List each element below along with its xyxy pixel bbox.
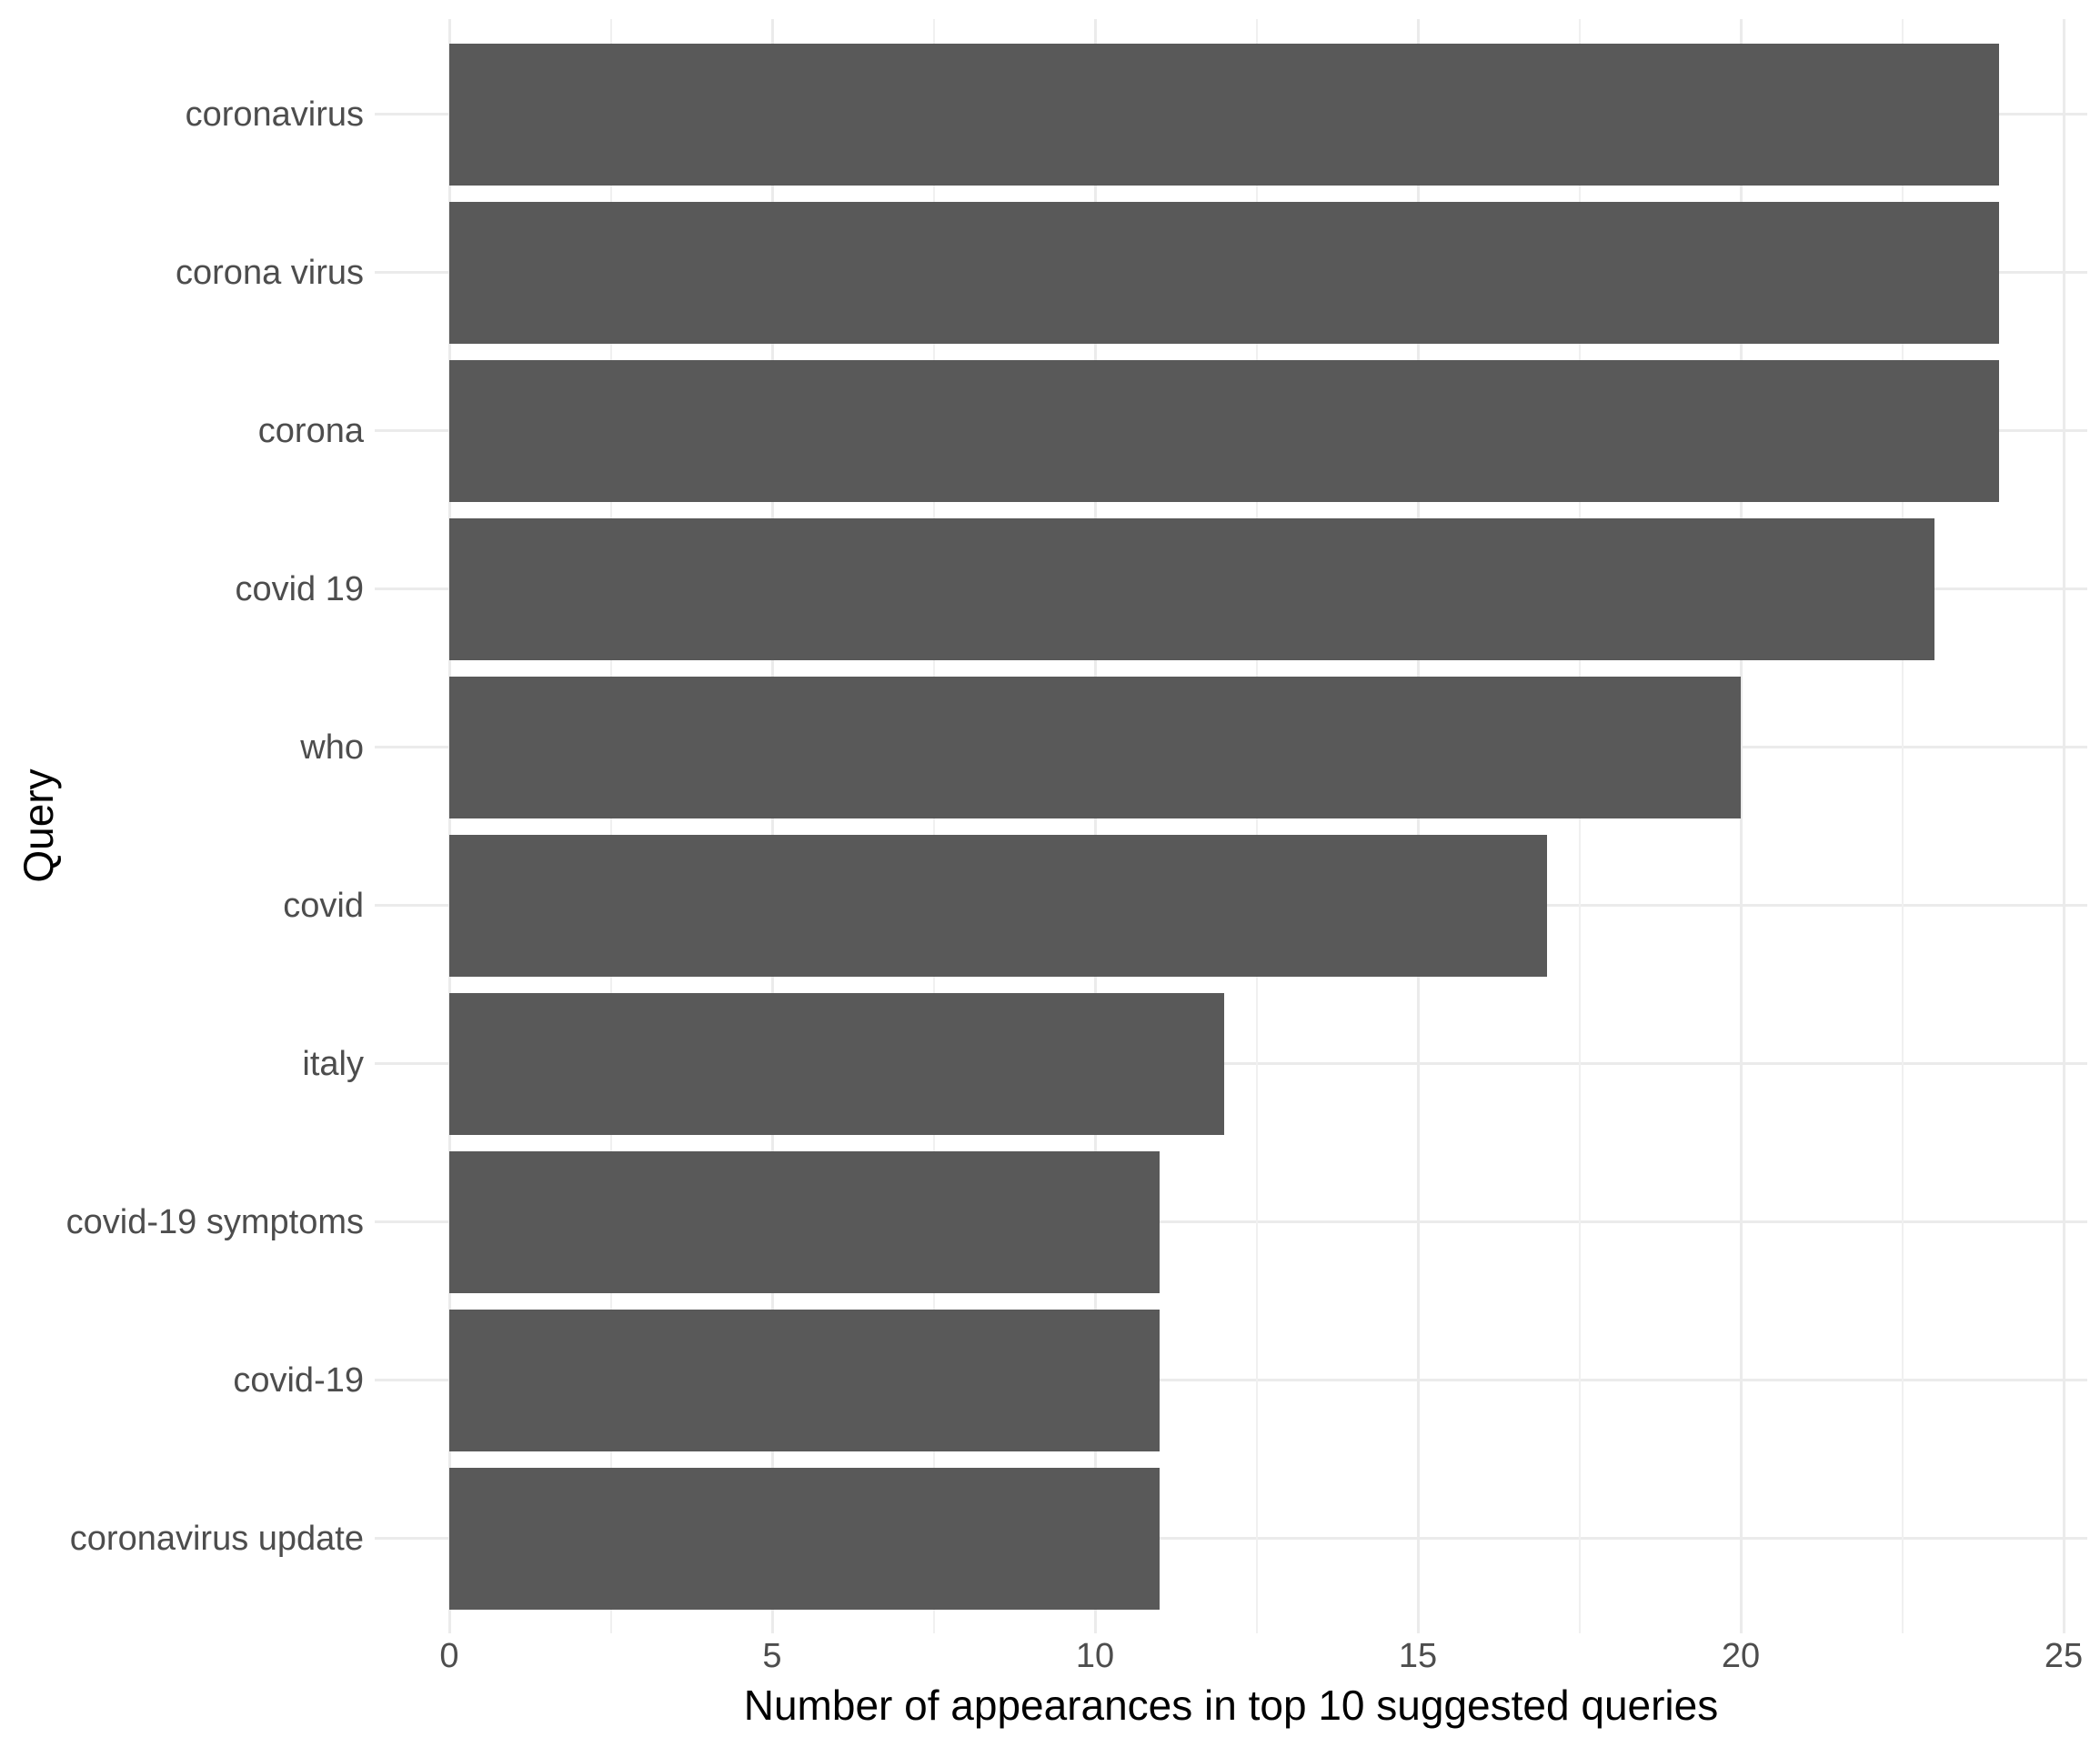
- horizontal-gridline: [375, 1062, 2087, 1065]
- x-tick-label: 10: [1075, 1637, 1115, 1675]
- major-gridline: [1093, 19, 1097, 1633]
- x-tick-label: 5: [762, 1637, 782, 1675]
- bar: [449, 43, 1999, 186]
- minor-gridline: [609, 19, 612, 1633]
- category-label: covid: [283, 886, 364, 925]
- y-axis-title: Query: [15, 768, 62, 883]
- category-label: corona: [257, 411, 364, 450]
- bar: [449, 1150, 1160, 1293]
- category-label: covid-19: [233, 1360, 364, 1400]
- minor-gridline: [1255, 19, 1258, 1633]
- x-tick-label: 20: [1721, 1637, 1761, 1675]
- bar: [449, 1467, 1160, 1610]
- category-label: coronavirus: [185, 95, 364, 134]
- bar: [449, 834, 1547, 977]
- x-tick-label: 25: [2044, 1637, 2084, 1675]
- minor-gridline: [1578, 19, 1581, 1633]
- minor-gridline: [932, 19, 935, 1633]
- horizontal-gridline: [375, 1537, 2087, 1540]
- x-tick-label: 15: [1398, 1637, 1438, 1675]
- category-label: covid-19 symptoms: [65, 1202, 364, 1241]
- minor-gridline: [1901, 19, 1904, 1633]
- category-label: corona virus: [176, 253, 364, 292]
- major-gridline: [770, 19, 774, 1633]
- major-gridline: [1739, 19, 1743, 1633]
- category-label: coronavirus update: [69, 1519, 364, 1558]
- bar: [449, 676, 1741, 818]
- horizontal-gridline: [375, 1220, 2087, 1223]
- bar: [449, 517, 1934, 660]
- major-gridline: [2062, 19, 2065, 1633]
- category-label: who: [300, 728, 364, 767]
- horizontal-gridline: [375, 1379, 2087, 1381]
- major-gridline: [1416, 19, 1420, 1633]
- bar: [449, 1309, 1160, 1451]
- bar: [449, 201, 1999, 344]
- bar: [449, 992, 1224, 1135]
- category-label: italy: [302, 1044, 364, 1083]
- x-tick-label: 0: [439, 1637, 459, 1675]
- bar: [449, 359, 1999, 502]
- major-gridline: [447, 19, 451, 1633]
- category-label: covid 19: [235, 569, 364, 608]
- x-axis-title: Number of appearances in top 10 suggeste…: [743, 1682, 1719, 1729]
